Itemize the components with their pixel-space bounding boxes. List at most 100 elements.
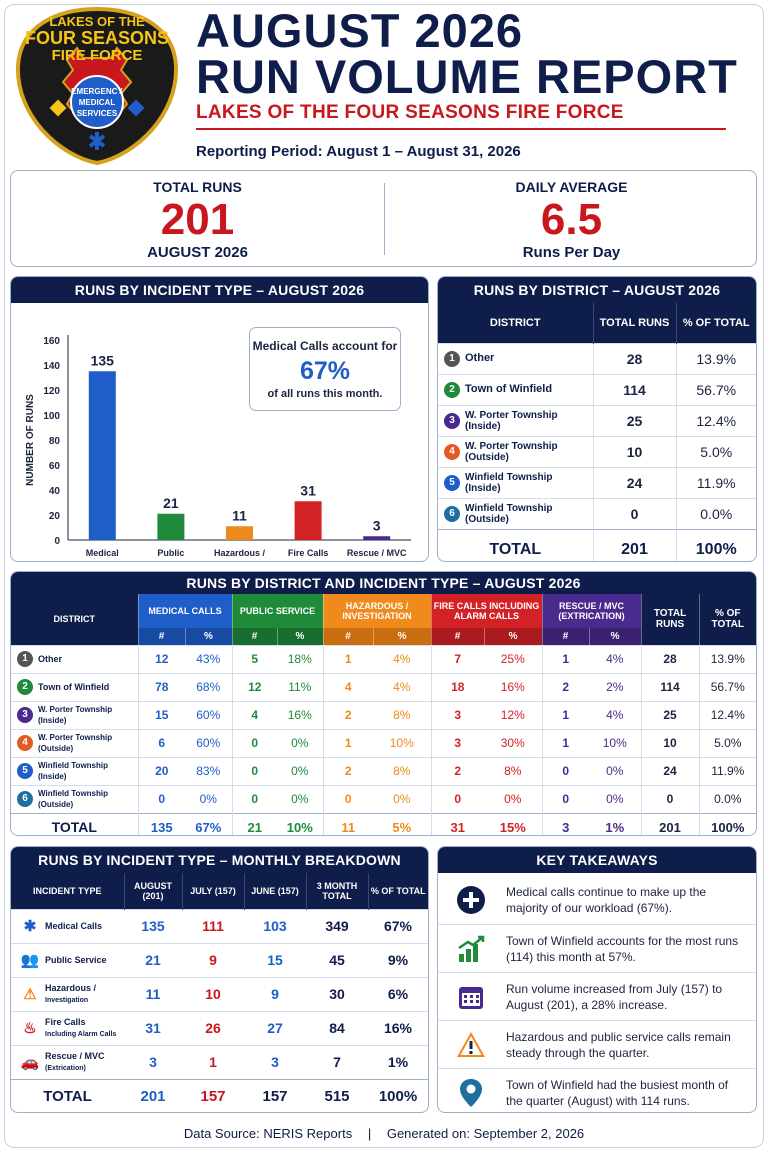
matrix-count-cell: 18	[430, 672, 485, 701]
matrix-district-cell: 5 Winfield Township (Inside)	[11, 756, 138, 785]
total-runs-col-header: TOTAL RUNS	[592, 303, 676, 343]
takeaways-title: KEY TAKEAWAYS	[438, 847, 756, 873]
matrix-rescue-header: RESCUE / MVC (EXTRICATION)	[541, 594, 642, 628]
matrix-percent-subheader: %	[588, 628, 642, 645]
matrix-public-header: PUBLIC SERVICE	[231, 594, 324, 628]
matrix-fire-header: FIRE CALLS INCLUDING ALARM CALLS	[430, 594, 543, 628]
district-runs-cell: 10	[592, 435, 676, 467]
monthly-row: 👥 Public Service 21 9 15 45 9%	[11, 942, 428, 977]
district-number-badge: 3	[17, 707, 33, 723]
matrix-district-name: Winfield Township (Inside)	[38, 760, 108, 782]
monthly-pct-cell: 1%	[368, 1044, 428, 1079]
matrix-percent-cell: 5%	[373, 812, 432, 835]
footer-generated: Generated on: September 2, 2026	[386, 1126, 585, 1141]
matrix-percent-cell: 0%	[589, 784, 642, 813]
district-number-badge: 5	[444, 474, 460, 491]
matrix-total-header: TOTAL RUNS	[640, 594, 700, 645]
callout-line1: Medical Calls account for	[252, 339, 398, 353]
matrix-count-cell: 4	[231, 700, 277, 729]
monthly-type-name: Medical Calls	[45, 921, 102, 932]
matrix-count-cell: 0	[231, 784, 277, 813]
matrix-district-line1: Winfield Township	[38, 789, 108, 798]
medical-callout: Medical Calls account for 67% of all run…	[249, 327, 401, 411]
matrix-count-cell: 2	[322, 700, 374, 729]
matrix-count-cell: 31	[430, 812, 485, 835]
matrix-hazard-header: HAZARDOUS / INVESTIGATION	[322, 594, 432, 628]
monthly-type-cell: ⚠ Hazardous / Investigation	[11, 976, 124, 1011]
takeaway-text: Run volume increased from July (157) to …	[506, 982, 723, 1012]
takeaway-text: Medical calls continue to make up the ma…	[506, 885, 707, 915]
district-pct-cell: 0.0%	[675, 497, 756, 529]
matrix-row-pct: 0.0%	[698, 784, 756, 813]
bar-1	[88, 371, 116, 540]
fire-department-badge-logo: LAKES OF THE FOUR SEASONS FIRE FORCE EME…	[15, 6, 179, 166]
matrix-count-subheader: #	[430, 628, 485, 645]
matrix-percent-cell: 0%	[589, 756, 642, 785]
matrix-percent-subheader: %	[372, 628, 432, 645]
matrix-count-cell: 1	[322, 644, 374, 673]
matrix-percent-cell: 0%	[484, 784, 543, 813]
matrix-row: 1 Other 12 43% 5 18% 1 4% 7 25% 1 4% 28 13.9%	[11, 644, 756, 673]
monthly-type-line2: (Extrication)	[45, 1064, 86, 1072]
growth-chart-icon	[458, 935, 485, 962]
district-name: W. Porter Township (Inside)	[465, 410, 558, 432]
plus-icon	[457, 886, 485, 914]
matrix-percent-cell: 16%	[277, 700, 324, 729]
matrix-row-total: 28	[640, 644, 700, 673]
district-total-row: TOTAL 201 100%	[438, 528, 756, 561]
matrix-count-cell: 21	[231, 812, 277, 835]
matrix-count-cell: 1	[322, 728, 374, 757]
monthly-jul-cell: 10	[182, 976, 244, 1011]
monthly-3mo-cell: 30	[306, 976, 368, 1011]
monthly-type-line1: Medical Calls	[45, 920, 103, 931]
matrix-count-cell: 4	[322, 672, 374, 701]
district-number-badge: 2	[17, 679, 33, 695]
x-tick-label: Public	[157, 548, 184, 558]
matrix-percent-cell: 4%	[589, 700, 642, 729]
matrix-district-cell: 3 W. Porter Township (Inside)	[11, 700, 138, 729]
monthly-pct-header: % OF TOTAL	[367, 873, 428, 909]
district-number-badge: 4	[444, 443, 460, 460]
kpi-daily-average: DAILY AVERAGE 6.5 Runs Per Day	[385, 171, 758, 268]
matrix-district-line1: W. Porter Township	[38, 733, 113, 742]
district-name-line1: Town of Winfield	[465, 383, 553, 395]
x-tick-label: Rescue / MVC	[347, 548, 407, 558]
matrix-district-cell: 4 W. Porter Township (Outside)	[11, 728, 138, 757]
district-number-badge: 4	[17, 735, 33, 751]
district-total-pct: 100%	[675, 528, 756, 561]
kpi-avg-sub: Runs Per Day	[522, 244, 621, 261]
district-table: DISTRICT TOTAL RUNS % OF TOTAL 1 Other 28 1…	[438, 303, 756, 561]
kpi-total-runs: TOTAL RUNS 201 AUGUST 2026	[11, 171, 384, 268]
matrix-row-pct: 11.9%	[698, 756, 756, 785]
matrix-row-total: 0	[640, 784, 700, 813]
district-incident-matrix-panel: RUNS BY DISTRICT AND INCIDENT TYPE – AUG…	[10, 571, 757, 836]
matrix-percent-cell: 8%	[373, 700, 432, 729]
footer-source: Data Source: NERIS Reports	[183, 1126, 353, 1141]
matrix-district-name: W. Porter Township (Outside)	[38, 732, 112, 754]
matrix-row: 3 W. Porter Township (Inside) 15 60% 4 16% 2 8% 3…	[11, 700, 756, 729]
district-panel-title: RUNS BY DISTRICT – AUGUST 2026	[438, 277, 756, 303]
x-tick-label: Medical	[86, 548, 119, 558]
y-tick-label: 60	[49, 461, 61, 472]
matrix-pct-header: % OF TOTAL	[698, 594, 756, 645]
x-tick-label: Service	[155, 560, 187, 561]
y-tick-label: 80	[49, 436, 61, 447]
monthly-total-label: TOTAL	[11, 1078, 124, 1112]
callout-line3: of all runs this month.	[267, 388, 383, 400]
district-name-cell: 5 Winfield Township (Inside)	[438, 466, 593, 498]
matrix-row-pct: 56.7%	[698, 672, 756, 701]
district-pct-cell: 13.9%	[675, 342, 756, 374]
monthly-type-line1: Fire Calls	[45, 1016, 86, 1027]
district-runs-cell: 24	[592, 466, 676, 498]
key-takeaways-panel: KEY TAKEAWAYS Medical calls continue to …	[437, 846, 757, 1113]
monthly-pct-cell: 67%	[368, 908, 428, 943]
matrix-percent-cell: 60%	[185, 728, 232, 757]
people-icon: 👥	[20, 952, 40, 969]
report-header: LAKES OF THE FOUR SEASONS FIRE FORCE EME…	[0, 0, 768, 170]
matrix-count-subheader: #	[322, 628, 374, 645]
bar-value-label: 11	[232, 507, 247, 523]
monthly-breakdown-panel: RUNS BY INCIDENT TYPE – MONTHLY BREAKDOW…	[10, 846, 429, 1113]
matrix-count-cell: 20	[137, 756, 185, 785]
matrix-count-cell: 3	[541, 812, 590, 835]
matrix-row: 5 Winfield Township (Inside) 20 83% 0 0% 2 8% 2 8%…	[11, 756, 756, 785]
